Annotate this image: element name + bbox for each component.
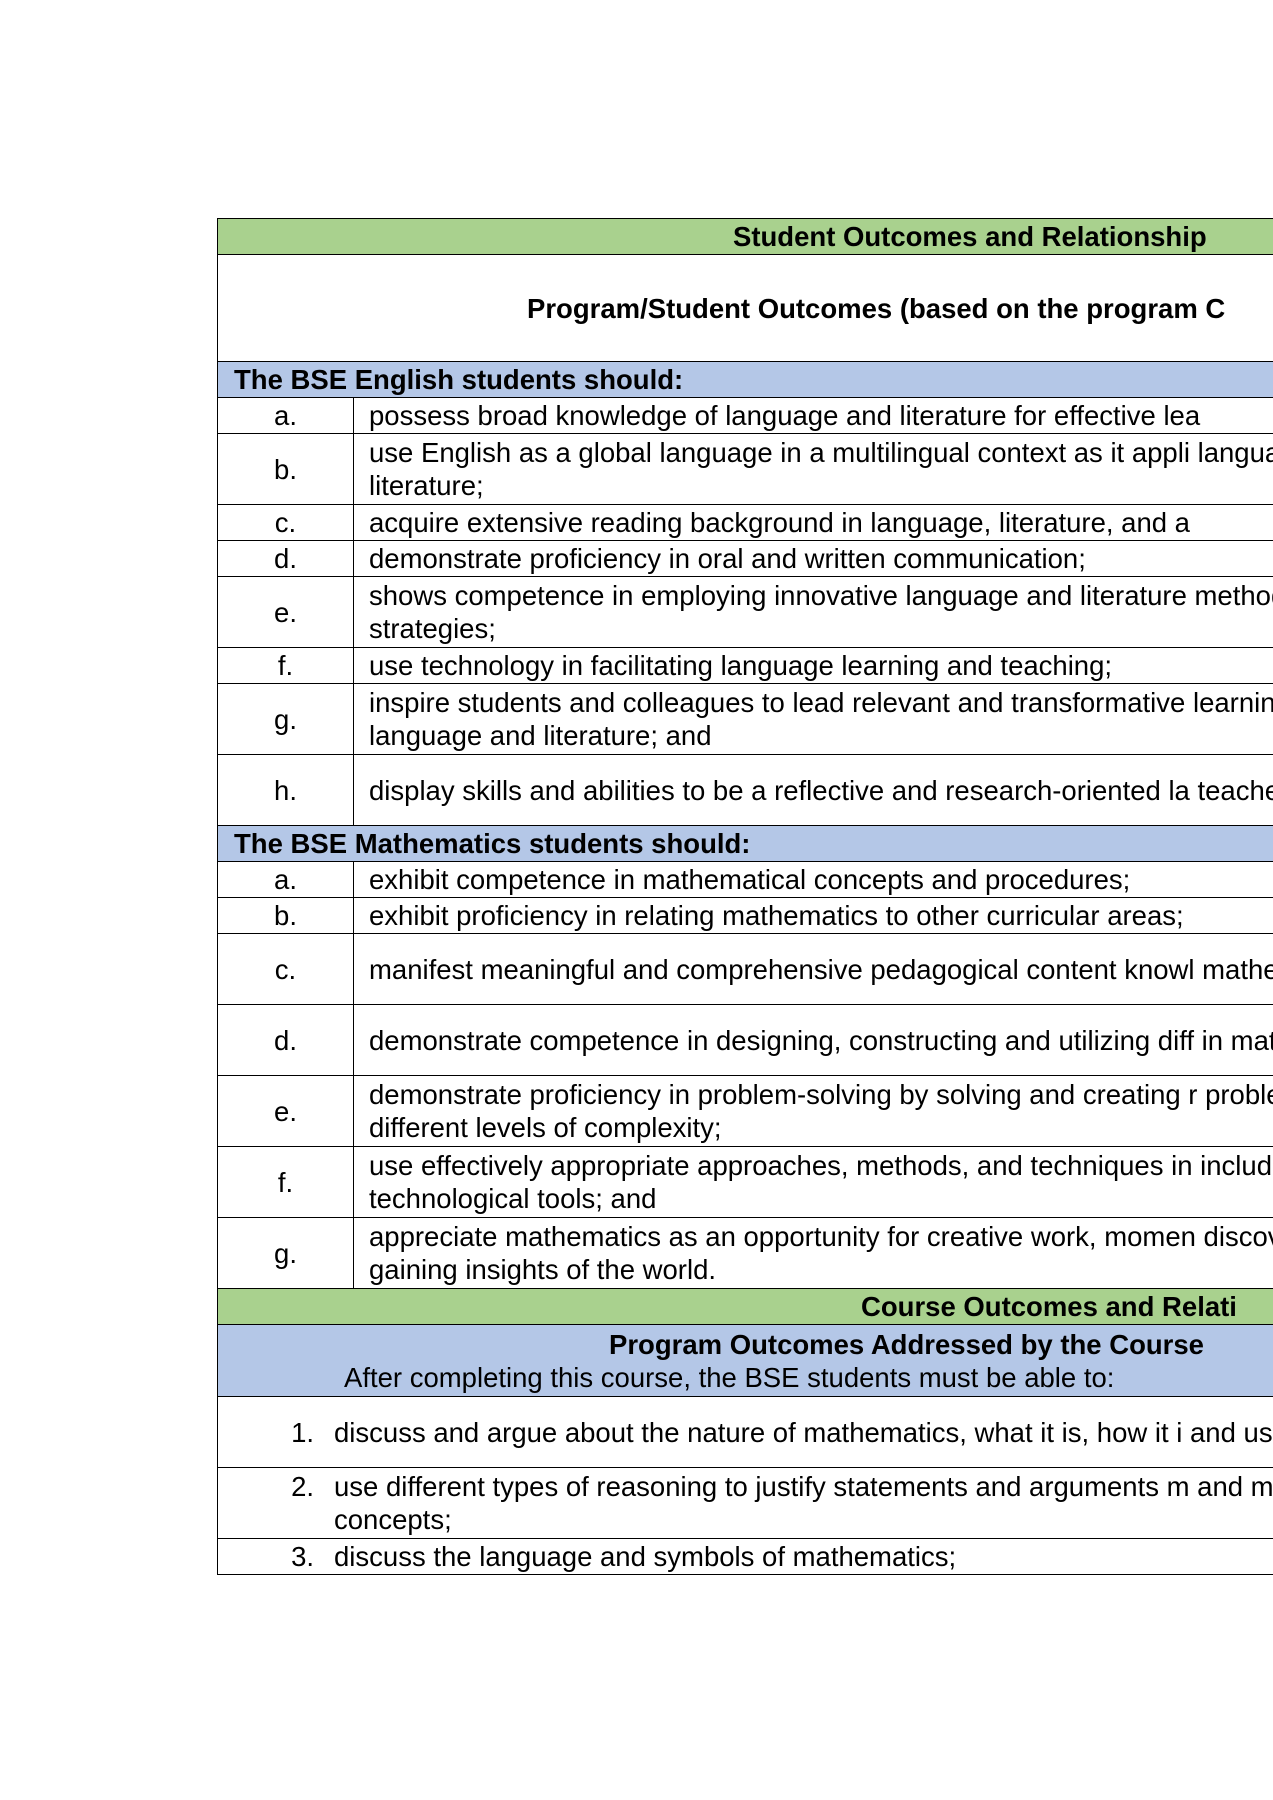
course-item-text: discuss and argue about the nature of ma… bbox=[334, 1416, 1273, 1448]
item-text: exhibit competence in mathematical conce… bbox=[353, 861, 1273, 898]
item-letter: a. bbox=[217, 397, 354, 434]
item-letter: b. bbox=[217, 433, 354, 505]
item-text: use effectively appropriate approaches, … bbox=[353, 1146, 1273, 1218]
item-letter: b. bbox=[217, 897, 354, 934]
program-header-row: Program/Student Outcomes (based on the p… bbox=[217, 254, 1273, 362]
table-row: e. demonstrate proficiency in problem-so… bbox=[217, 1075, 1273, 1147]
item-text: appreciate mathematics as an opportunity… bbox=[353, 1217, 1273, 1289]
item-text: demonstrate proficiency in oral and writ… bbox=[353, 540, 1273, 577]
item-letter: e. bbox=[217, 1075, 354, 1147]
item-letter: g. bbox=[217, 1217, 354, 1289]
item-text: exhibit proficiency in relating mathemat… bbox=[353, 897, 1273, 934]
course-item-text: discuss the language and symbols of math… bbox=[334, 1541, 957, 1572]
item-letter: h. bbox=[217, 754, 354, 826]
table-row: a. exhibit competence in mathematical co… bbox=[217, 861, 1273, 898]
course-item-text: use different types of reasoning to just… bbox=[334, 1471, 1273, 1535]
table-row: f. use effectively appropriate approache… bbox=[217, 1146, 1273, 1218]
outcomes-table: Student Outcomes and Relationship Progra… bbox=[217, 218, 1273, 1575]
item-letter: f. bbox=[217, 1146, 354, 1218]
section-title-row: Student Outcomes and Relationship bbox=[217, 218, 1273, 255]
item-text: inspire students and colleagues to lead … bbox=[353, 683, 1273, 755]
math-heading-row: The BSE Mathematics students should: bbox=[217, 825, 1273, 862]
item-letter: g. bbox=[217, 683, 354, 755]
item-text: possess broad knowledge of language and … bbox=[353, 397, 1273, 434]
table-row: g. inspire students and colleagues to le… bbox=[217, 683, 1273, 755]
item-text: demonstrate competence in designing, con… bbox=[353, 1004, 1273, 1076]
item-letter: d. bbox=[217, 1004, 354, 1076]
program-header: Program/Student Outcomes (based on the p… bbox=[527, 292, 1226, 324]
course-title-row: Course Outcomes and Relati bbox=[217, 1288, 1273, 1325]
course-header-row: Program Outcomes Addressed by the Course… bbox=[217, 1324, 1273, 1397]
item-text: acquire extensive reading background in … bbox=[353, 504, 1273, 541]
math-heading: The BSE Mathematics students should: bbox=[217, 825, 1273, 862]
item-letter: c. bbox=[217, 933, 354, 1005]
item-text: manifest meaningful and comprehensive pe… bbox=[353, 933, 1273, 1005]
item-letter: a. bbox=[217, 861, 354, 898]
english-heading: The BSE English students should: bbox=[217, 361, 1273, 398]
table-row: 1. discuss and argue about the nature of… bbox=[217, 1396, 1273, 1468]
table-row: d. demonstrate competence in designing, … bbox=[217, 1004, 1273, 1076]
table-row: b. use English as a global language in a… bbox=[217, 433, 1273, 505]
table-row: 2. use different types of reasoning to j… bbox=[217, 1467, 1273, 1539]
item-letter: d. bbox=[217, 540, 354, 577]
course-item-number: 2. bbox=[291, 1471, 314, 1502]
table-row: d. demonstrate proficiency in oral and w… bbox=[217, 540, 1273, 577]
table-row: f. use technology in facilitating langua… bbox=[217, 647, 1273, 684]
item-text: demonstrate proficiency in problem-solvi… bbox=[353, 1075, 1273, 1147]
item-text: use English as a global language in a mu… bbox=[353, 433, 1273, 505]
course-item-number: 1. bbox=[291, 1416, 314, 1448]
course-title: Course Outcomes and Relati bbox=[861, 1291, 1237, 1322]
table-row: c. manifest meaningful and comprehensive… bbox=[217, 933, 1273, 1005]
table-row: b. exhibit proficiency in relating mathe… bbox=[217, 897, 1273, 934]
item-text: display skills and abilities to be a ref… bbox=[353, 754, 1273, 826]
item-letter: c. bbox=[217, 504, 354, 541]
table-row: g. appreciate mathematics as an opportun… bbox=[217, 1217, 1273, 1289]
item-letter: e. bbox=[217, 576, 354, 648]
item-text: shows competence in employing innovative… bbox=[353, 576, 1273, 648]
table-row: a. possess broad knowledge of language a… bbox=[217, 397, 1273, 434]
section-title: Student Outcomes and Relationship bbox=[733, 221, 1207, 252]
english-heading-row: The BSE English students should: bbox=[217, 361, 1273, 398]
table-row: 3. discuss the language and symbols of m… bbox=[217, 1538, 1273, 1575]
course-item-number: 3. bbox=[291, 1541, 314, 1572]
item-text: use technology in facilitating language … bbox=[353, 647, 1273, 684]
course-header-subtitle: After completing this course, the BSE st… bbox=[344, 1361, 1115, 1393]
item-letter: f. bbox=[217, 647, 354, 684]
course-header-title: Program Outcomes Addressed by the Course bbox=[609, 1328, 1204, 1360]
table-row: c. acquire extensive reading background … bbox=[217, 504, 1273, 541]
table-row: h. display skills and abilities to be a … bbox=[217, 754, 1273, 826]
table-row: e. shows competence in employing innovat… bbox=[217, 576, 1273, 648]
